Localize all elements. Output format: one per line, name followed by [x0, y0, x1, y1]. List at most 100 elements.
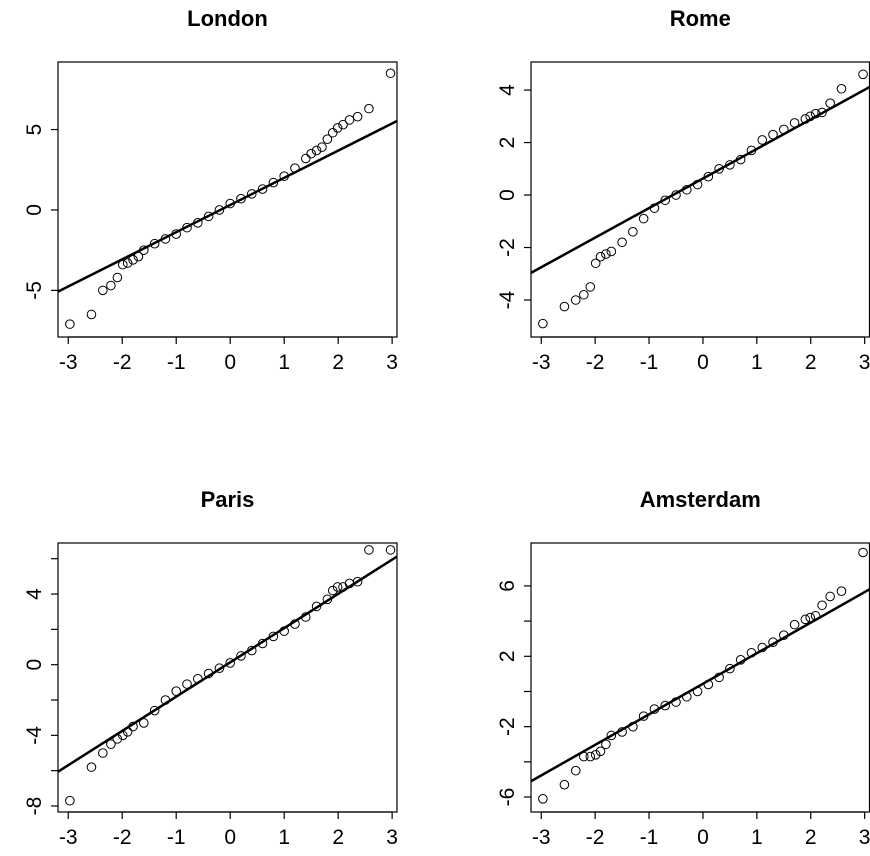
point [800, 614, 811, 625]
point [203, 211, 214, 222]
y-tick-label: -5 [23, 281, 46, 300]
x-tick-label: 0 [697, 351, 709, 374]
point [133, 251, 144, 262]
point [606, 246, 617, 257]
point [638, 711, 649, 721]
point [778, 630, 789, 640]
panel: Paris -3 -2 -1 0 1 2 3 -8 -4 0 4 [23, 487, 398, 849]
point [149, 238, 160, 249]
point [193, 674, 203, 684]
point [322, 134, 333, 144]
point [570, 765, 581, 776]
point [757, 135, 768, 145]
panel: London -3 -2 -1 0 1 2 3 -5 0 5 [23, 6, 398, 374]
point [86, 309, 97, 320]
point [86, 762, 97, 772]
point [122, 258, 133, 268]
point [236, 651, 246, 661]
x-tick-label: 3 [859, 351, 870, 374]
x-tick-label: -3 [532, 826, 551, 849]
chart-title: Amsterdam [640, 487, 761, 512]
point [300, 612, 311, 622]
point [649, 704, 660, 714]
point [98, 748, 108, 758]
point [789, 118, 800, 128]
point [112, 734, 123, 744]
point [714, 163, 724, 174]
point [268, 177, 279, 188]
reference-line [58, 555, 397, 773]
point [246, 645, 257, 656]
point [139, 245, 149, 255]
point [279, 626, 289, 636]
x-tick-label: -3 [59, 351, 78, 374]
point [638, 213, 649, 224]
chart-title: Paris [201, 487, 255, 512]
point [810, 108, 821, 119]
point [98, 285, 108, 296]
point [805, 612, 816, 623]
y-tick-label: -4 [496, 290, 519, 309]
point [746, 647, 757, 658]
x-tick-label: -2 [113, 351, 132, 374]
point [257, 184, 268, 194]
point [279, 171, 289, 181]
reference-line [58, 119, 397, 293]
point [579, 751, 589, 762]
point [364, 103, 374, 114]
x-tick-label: 0 [224, 826, 236, 849]
point [768, 637, 778, 648]
point [817, 107, 827, 118]
point [65, 319, 75, 329]
point [193, 218, 203, 228]
x-tick-label: 1 [278, 351, 290, 374]
y-tick-label: 6 [496, 580, 519, 592]
point [257, 638, 268, 649]
point [327, 127, 338, 138]
point [617, 727, 627, 737]
point [692, 686, 703, 697]
point [671, 190, 681, 200]
y-tick-label: -2 [496, 717, 519, 736]
point [225, 198, 235, 209]
point [757, 642, 768, 653]
panel: Amsterdam -3 -2 -1 0 1 2 3 -6 -2 2 6 [496, 487, 870, 849]
point [322, 594, 333, 605]
x-tick-label: 2 [332, 351, 344, 374]
point [746, 145, 757, 156]
point [214, 205, 225, 215]
point [585, 282, 596, 292]
point [810, 611, 821, 621]
point [778, 124, 789, 135]
y-tick-label: 4 [496, 84, 519, 96]
x-tick-label: 2 [805, 351, 817, 374]
point [106, 739, 116, 749]
point [128, 721, 138, 732]
reference-line [531, 86, 870, 274]
x-tick-label: 1 [751, 826, 763, 849]
point [817, 600, 827, 611]
point [595, 251, 606, 262]
point [825, 591, 835, 602]
point [590, 258, 601, 269]
x-tick-label: -2 [586, 351, 605, 374]
point [559, 779, 570, 790]
y-tick-label: 2 [496, 137, 519, 149]
point [579, 289, 589, 300]
y-tick-label: 5 [23, 124, 46, 136]
point [836, 586, 847, 597]
point [122, 727, 133, 737]
point [800, 114, 811, 124]
x-tick-label: -2 [113, 826, 132, 849]
point [538, 794, 548, 804]
point [628, 226, 638, 237]
point [182, 222, 192, 233]
point [311, 601, 322, 612]
x-tick-label: -1 [640, 826, 659, 849]
point [725, 160, 735, 170]
point [246, 189, 257, 199]
y-tick-label: 2 [496, 650, 519, 662]
y-tick-label: -4 [23, 726, 46, 745]
y-tick-label: -2 [496, 238, 519, 257]
